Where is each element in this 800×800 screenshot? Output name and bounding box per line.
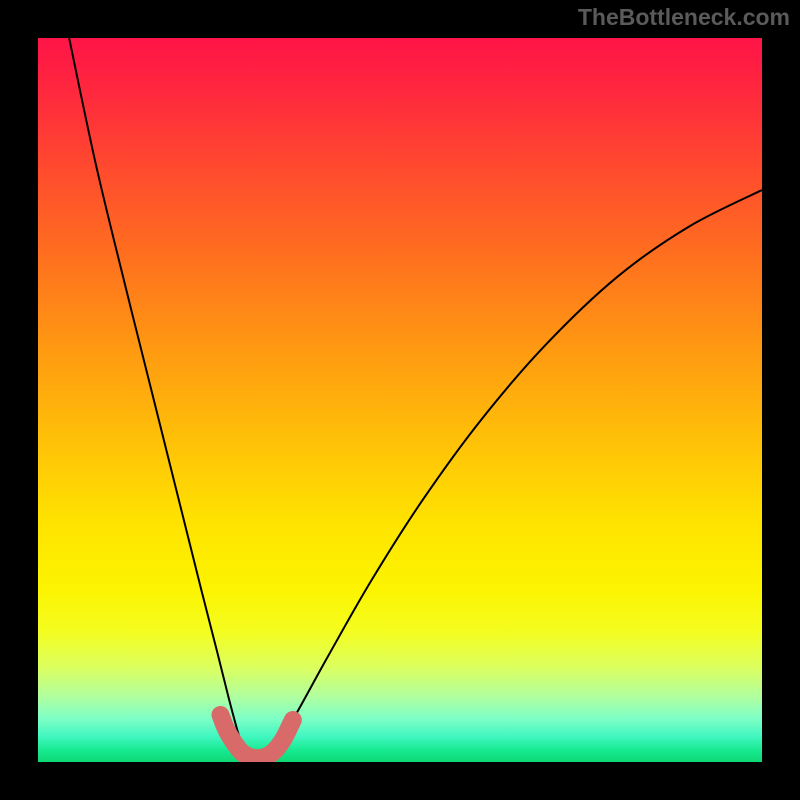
- watermark-text: TheBottleneck.com: [578, 4, 790, 31]
- plot-background: [38, 38, 762, 762]
- chart-frame: TheBottleneck.com: [0, 0, 800, 800]
- chart-svg: [0, 0, 800, 800]
